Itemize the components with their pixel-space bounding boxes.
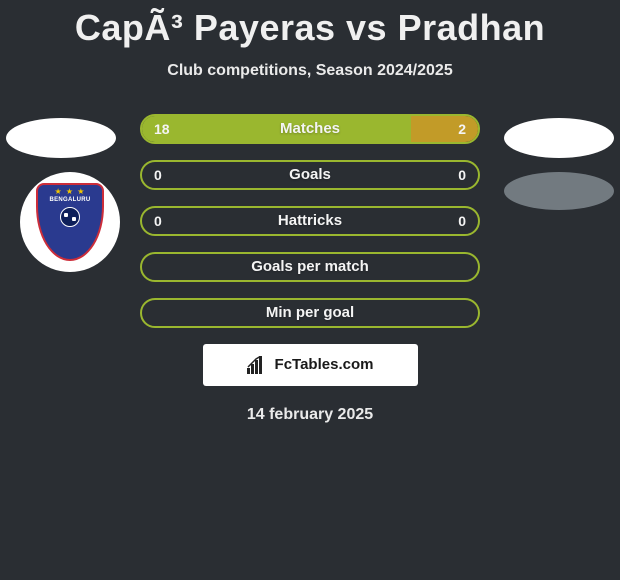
club-badge: ★ ★ ★ BENGALURU [20,172,120,272]
page-title: CapÃ³ Payeras vs Pradhan [0,8,620,48]
stat-row: 182Matches [140,114,480,144]
player-right-avatar-placeholder [504,118,614,158]
club-name: BENGALURU [49,197,90,203]
stat-label: Hattricks [142,212,478,229]
stat-row: Goals per match [140,252,480,282]
stat-row: 00Hattricks [140,206,480,236]
comparison-card: CapÃ³ Payeras vs Pradhan Club competitio… [0,0,620,424]
stat-label: Goals [142,166,478,183]
player-right-club-placeholder [504,172,614,210]
stats-list: 182Matches 00Goals 00Hattricks Goals per ma… [140,114,480,328]
stat-label: Min per goal [142,304,478,321]
club-stars: ★ ★ ★ [55,187,86,196]
date-text: 14 february 2025 [0,406,620,424]
stat-label: Goals per match [142,258,478,275]
club-ball-icon [60,207,80,227]
club-badge-shield: ★ ★ ★ BENGALURU [36,183,104,261]
stat-label: Matches [142,120,478,137]
stat-row: Min per goal [140,298,480,328]
player-left-avatar-placeholder [6,118,116,158]
stat-row: 00Goals [140,160,480,190]
attribution-badge: FcTables.com [203,344,418,386]
bars-icon [247,356,269,374]
subtitle: Club competitions, Season 2024/2025 [0,62,620,80]
attribution-text: FcTables.com [275,356,374,373]
